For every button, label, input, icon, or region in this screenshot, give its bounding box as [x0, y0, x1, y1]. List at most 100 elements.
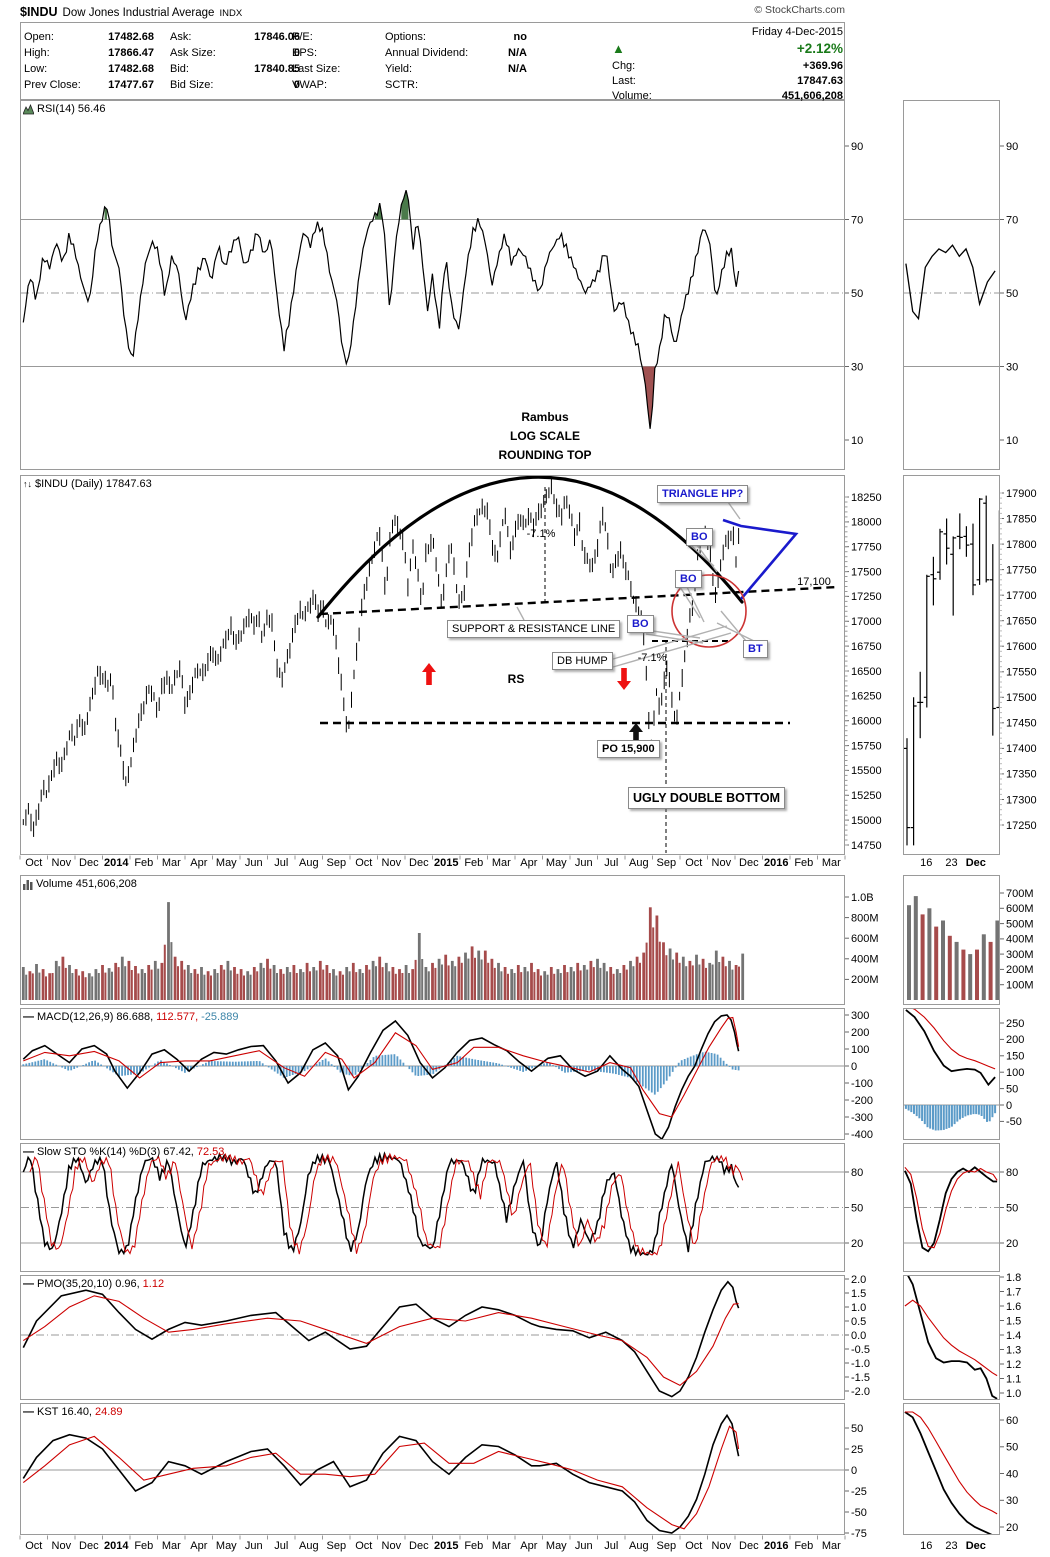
volume-bar [533, 972, 536, 1000]
macd-histogram-bar [222, 1061, 225, 1066]
macd-histogram-bar [734, 1066, 737, 1070]
kst-plot-area [21, 1413, 844, 1534]
axis-tick-label: 1.5 [851, 1288, 866, 1300]
volume-bar [619, 973, 622, 1000]
price-annotations [316, 475, 839, 853]
axis-tick-label: 10 [851, 435, 863, 447]
axis-tick-label: -75 [851, 1528, 867, 1540]
quote-col-4: Options: no Annual Dividend: N/A Yield: N/A SC… [385, 29, 527, 93]
volume-bar [332, 969, 335, 1000]
symbol-name: Dow Jones Industrial Average [62, 7, 215, 19]
quote-row: SCTR: [385, 77, 527, 93]
macd-histogram-bar [228, 1061, 231, 1066]
volume-bar [285, 967, 289, 1000]
macd-histogram-bar [133, 1066, 135, 1075]
volume-bar [292, 965, 296, 1000]
black-up-arrow [629, 723, 643, 747]
quote-summary: Friday 4-Dec-2015 ▲ +2.12% Chg: +369.96 Last:… [598, 24, 843, 103]
macd-histogram-bar [213, 1061, 216, 1066]
macd-histogram-bar [650, 1066, 653, 1093]
macd-histogram-bar [579, 1066, 581, 1072]
macd-histogram-bar [55, 1064, 58, 1066]
volume-bar [160, 962, 164, 1000]
volume-bar [615, 969, 619, 1000]
volume-bar [467, 958, 470, 1000]
macd-histogram-bar [986, 1105, 988, 1122]
macd-histogram-bar [716, 1054, 719, 1066]
callout-bt: BT [743, 640, 768, 658]
volume-bar [520, 972, 523, 1000]
volume-bar [68, 965, 71, 1000]
macd-histogram-bar [937, 1105, 940, 1131]
callout-triangle-hp: TRIANGLE HP? [657, 485, 749, 503]
macd-histogram-bar [531, 1066, 533, 1069]
macd-histogram-bar [288, 1066, 291, 1076]
axis-tick-label: 300M [1006, 949, 1034, 961]
volume-bar [368, 969, 371, 1000]
callout-bo-lower: BO [627, 615, 654, 633]
price-plot-area [22, 476, 740, 837]
volume-bar [124, 966, 127, 1000]
month-label: Nov [52, 1540, 72, 1552]
macd-histogram-bar [498, 1063, 501, 1066]
kst-indicator-value: 16.40, [61, 1406, 92, 1418]
month-label: Sep [657, 857, 677, 869]
month-label: Sep [657, 1540, 677, 1552]
volume-bar [705, 967, 707, 1000]
volume-bar [137, 973, 140, 1000]
summary-label: Last: [612, 74, 636, 87]
axis-tick-label: 17750 [851, 542, 882, 554]
month-label: Dec [79, 857, 99, 869]
quote-value: 17482.68 [108, 63, 154, 75]
pmo-line [22, 1280, 740, 1398]
summary-value: 17847.63 [797, 74, 843, 87]
d-zoom-line [904, 1166, 998, 1249]
macd-histogram-bar [728, 1066, 731, 1067]
macd-histogram-bar [169, 1065, 171, 1066]
macd-histogram-bar [934, 1105, 937, 1131]
volume-bar [338, 971, 342, 1000]
quote-label: SCTR: [385, 79, 418, 91]
sto-panel-label: — Slow STO %K(14) %D(3) 67.42, 72.53 [23, 1146, 224, 1158]
price-panel-border [20, 475, 845, 855]
callout-pointer [686, 586, 705, 623]
month-label: Apr [190, 1540, 207, 1552]
volume-bar [302, 972, 305, 1000]
volume-bar [540, 975, 542, 1000]
volume-bar [549, 967, 553, 1000]
pmo-panel-label: — PMO(35,20,10) 0.96, 1.12 [23, 1278, 164, 1290]
quote-row: P/E: [292, 29, 400, 45]
volume-bar [681, 956, 685, 1000]
callout-pointer [720, 610, 747, 642]
axis-tick-label: 1.5 [1006, 1315, 1021, 1327]
volume-bar [101, 965, 104, 1000]
macd-histogram-bar [980, 1105, 983, 1116]
volume-bar [163, 944, 166, 1000]
callout-bo-middle: BO [675, 570, 702, 588]
quote-row: Options: no [385, 29, 527, 45]
macd-indicator-name: MACD(12,26,9) [37, 1011, 114, 1023]
up-triangle-icon: ▲ [612, 40, 625, 56]
macd-histogram-bar [154, 1063, 156, 1066]
macd-histogram-bar [945, 1105, 948, 1129]
month-label: Nov [382, 1540, 402, 1552]
macd-histogram-bar [225, 1061, 228, 1066]
volume-bar [424, 967, 428, 1000]
macd-histogram-bar [315, 1063, 318, 1066]
macd-histogram-bar [196, 1066, 198, 1068]
macd-histogram-bar [597, 1066, 599, 1072]
macd-histogram-bar [558, 1066, 560, 1070]
axis-tick-label: 1.2 [1006, 1359, 1021, 1371]
macd-histogram-bar [647, 1066, 650, 1091]
macd-histogram-bar [148, 1066, 150, 1068]
vol-panel-border [20, 875, 845, 1005]
macd-histogram-bar [210, 1061, 213, 1066]
annotation-rounding-top-label: ROUNDING TOP [498, 448, 592, 462]
macd-histogram-bar [202, 1064, 204, 1066]
%K-line [22, 1151, 740, 1258]
month-label: Sep [327, 857, 347, 869]
macd-histogram-bar [926, 1105, 929, 1128]
axis-tick-label: -50 [851, 1507, 867, 1519]
macd-histogram-bar [408, 1066, 411, 1070]
volume-bar [107, 968, 111, 1000]
